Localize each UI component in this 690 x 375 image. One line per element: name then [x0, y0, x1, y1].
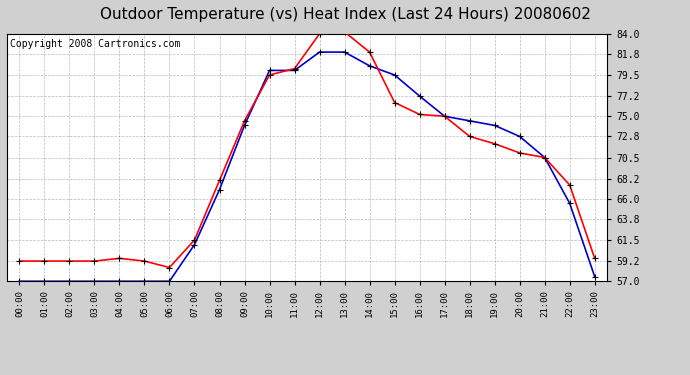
Text: Outdoor Temperature (vs) Heat Index (Last 24 Hours) 20080602: Outdoor Temperature (vs) Heat Index (Las… [99, 8, 591, 22]
Text: Copyright 2008 Cartronics.com: Copyright 2008 Cartronics.com [10, 39, 180, 49]
